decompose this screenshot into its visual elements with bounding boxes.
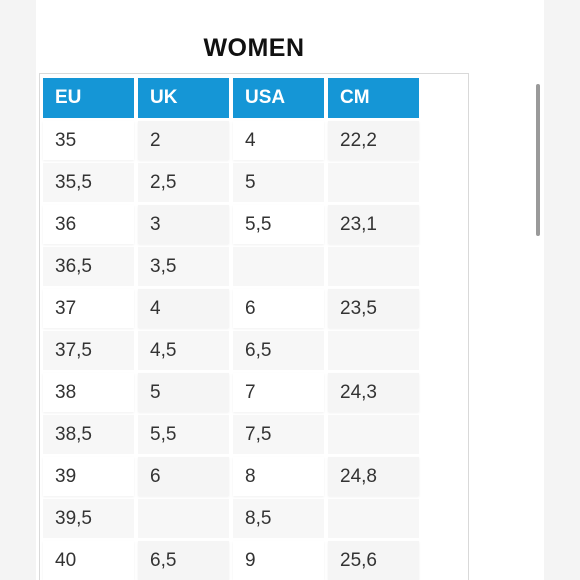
- cell-uk: 6,5: [138, 541, 229, 580]
- cell-cm: [328, 331, 419, 370]
- vertical-scrollbar[interactable]: [536, 84, 540, 236]
- table-row: 36 3 5,5 23,1: [43, 205, 419, 244]
- cell-uk: [138, 499, 229, 538]
- cell-usa: 6: [233, 289, 324, 328]
- size-chart: EU UK USA CM 35 2 4 22,2 35,5 2,5 5: [39, 73, 469, 580]
- table-row: 38,5 5,5 7,5: [43, 415, 419, 454]
- cell-eu: 39,5: [43, 499, 134, 538]
- cell-usa: 7,5: [233, 415, 324, 454]
- cell-usa: 4: [233, 121, 324, 160]
- column-header-eu: EU: [43, 78, 134, 118]
- cell-uk: 2,5: [138, 163, 229, 202]
- cell-cm: [328, 247, 419, 286]
- cell-usa: 5: [233, 163, 324, 202]
- cell-eu: 39: [43, 457, 134, 496]
- cell-eu: 37: [43, 289, 134, 328]
- table-row: 35 2 4 22,2: [43, 121, 419, 160]
- cell-eu: 36,5: [43, 247, 134, 286]
- cell-cm: [328, 163, 419, 202]
- cell-cm: 23,5: [328, 289, 419, 328]
- cell-uk: 5: [138, 373, 229, 412]
- cell-uk: 2: [138, 121, 229, 160]
- column-header-cm: CM: [328, 78, 419, 118]
- cell-uk: 6: [138, 457, 229, 496]
- cell-cm: 24,8: [328, 457, 419, 496]
- cell-eu: 35: [43, 121, 134, 160]
- cell-usa: 6,5: [233, 331, 324, 370]
- cell-eu: 38,5: [43, 415, 134, 454]
- cell-cm: 24,3: [328, 373, 419, 412]
- page-title: WOMEN: [203, 34, 305, 62]
- column-header-uk: UK: [138, 78, 229, 118]
- cell-usa: 9: [233, 541, 324, 580]
- size-table: EU UK USA CM 35 2 4 22,2 35,5 2,5 5: [39, 75, 423, 580]
- cell-eu: 40: [43, 541, 134, 580]
- cell-eu: 38: [43, 373, 134, 412]
- cell-usa: 5,5: [233, 205, 324, 244]
- cell-cm: [328, 499, 419, 538]
- cell-cm: 25,6: [328, 541, 419, 580]
- cell-usa: 8: [233, 457, 324, 496]
- cell-eu: 36: [43, 205, 134, 244]
- table-row: 36,5 3,5: [43, 247, 419, 286]
- table-row: 40 6,5 9 25,6: [43, 541, 419, 580]
- table-row: 39 6 8 24,8: [43, 457, 419, 496]
- cell-usa: 8,5: [233, 499, 324, 538]
- cell-uk: 3: [138, 205, 229, 244]
- cell-eu: 35,5: [43, 163, 134, 202]
- table-row: 38 5 7 24,3: [43, 373, 419, 412]
- table-row: 37,5 4,5 6,5: [43, 331, 419, 370]
- cell-eu: 37,5: [43, 331, 134, 370]
- cell-cm: [328, 415, 419, 454]
- cell-usa: [233, 247, 324, 286]
- cell-cm: 22,2: [328, 121, 419, 160]
- table-row: 39,5 8,5: [43, 499, 419, 538]
- table-row: 37 4 6 23,5: [43, 289, 419, 328]
- column-header-usa: USA: [233, 78, 324, 118]
- cell-uk: 5,5: [138, 415, 229, 454]
- cell-uk: 3,5: [138, 247, 229, 286]
- table-row: 35,5 2,5 5: [43, 163, 419, 202]
- cell-usa: 7: [233, 373, 324, 412]
- cell-uk: 4: [138, 289, 229, 328]
- table-header-row: EU UK USA CM: [43, 78, 419, 118]
- cell-uk: 4,5: [138, 331, 229, 370]
- cell-cm: 23,1: [328, 205, 419, 244]
